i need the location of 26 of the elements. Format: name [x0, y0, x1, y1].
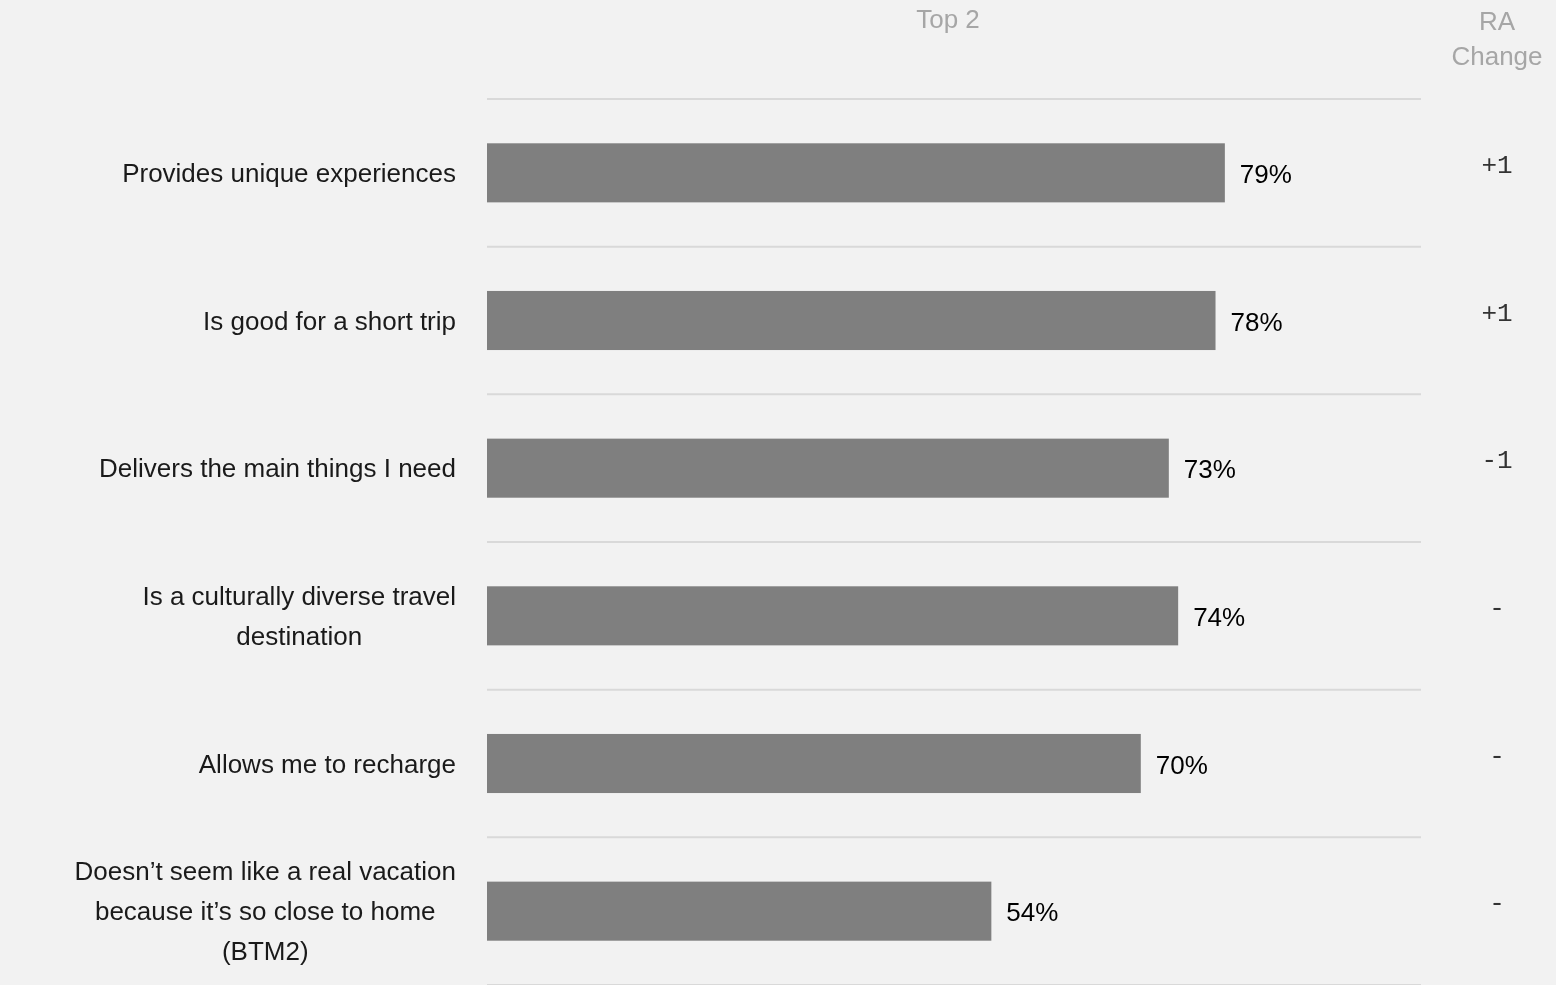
- text: +1: [1481, 150, 1513, 181]
- text: -: [1489, 741, 1505, 772]
- data-label: 70%: [1155, 749, 1208, 780]
- y-tick-label: Allows me to recharge: [198, 748, 457, 779]
- y-tick-label: Is a culturally diverse travel destination: [142, 580, 456, 651]
- data-label: 74%: [1193, 601, 1246, 632]
- data-label: 78%: [1230, 306, 1283, 337]
- data-label: 54%: [1006, 897, 1059, 928]
- chart-title: Top 2: [916, 4, 980, 34]
- bar: [487, 438, 1169, 498]
- text: -: [1489, 889, 1505, 920]
- bar: [487, 290, 1216, 351]
- text: +1: [1481, 298, 1513, 329]
- bar: [487, 143, 1225, 203]
- text: -: [1489, 593, 1505, 624]
- y-tick-label: Doesn’t seem like a real vacation because it’s so close to home (BTM2): [74, 856, 457, 967]
- text: RA Change: [1451, 6, 1543, 71]
- bar: [487, 881, 992, 941]
- data-label: 73%: [1183, 454, 1236, 485]
- bar: [487, 586, 1179, 646]
- data-label: 79%: [1239, 158, 1292, 189]
- bar: [487, 733, 1141, 794]
- text: -1: [1481, 446, 1513, 477]
- y-tick-label: Provides unique experiences: [122, 157, 456, 188]
- y-tick-label: Delivers the main things I need: [99, 453, 456, 484]
- y-tick-label: Is good for a short trip: [203, 305, 456, 336]
